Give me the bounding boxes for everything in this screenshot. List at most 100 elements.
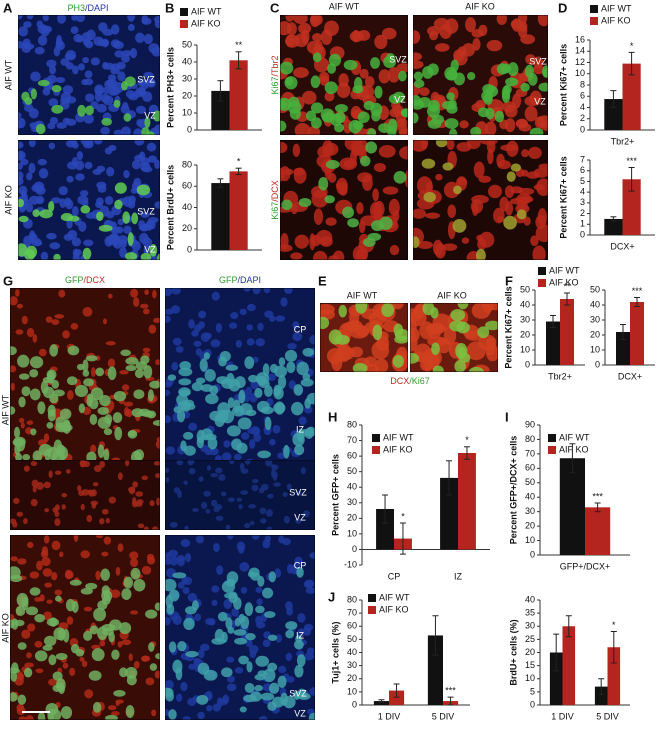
cell-blob — [524, 64, 534, 78]
cell-blob — [145, 131, 156, 135]
cell-blob — [60, 58, 70, 66]
micrograph — [280, 140, 408, 260]
cell-blob — [231, 405, 245, 417]
cell-blob — [355, 248, 368, 260]
cell-blob — [421, 158, 436, 169]
cell-blob — [30, 428, 37, 436]
cell-blob — [54, 470, 62, 475]
stain-part: / — [409, 376, 412, 386]
cell-blob — [381, 27, 397, 40]
x-tick-label: 1 DIV — [551, 711, 574, 721]
bar — [622, 63, 641, 130]
cell-blob — [100, 93, 111, 103]
cell-blob — [176, 554, 186, 562]
cell-blob — [200, 332, 210, 343]
cell-blob — [265, 509, 273, 517]
cell-blob — [28, 140, 36, 148]
cell-blob — [133, 177, 142, 187]
cell-blob — [196, 436, 205, 449]
cell-blob — [21, 629, 31, 639]
cell-blob — [18, 26, 29, 37]
cell-blob — [275, 634, 282, 643]
cell-blob — [10, 556, 18, 562]
cell-blob — [444, 118, 459, 129]
cell-blob — [99, 518, 105, 525]
cell-blob — [304, 623, 314, 631]
y-tick-label: 50 — [347, 634, 357, 644]
cell-blob — [34, 650, 48, 662]
region-label: VZ — [294, 708, 306, 718]
cell-blob — [272, 424, 281, 434]
cell-blob — [268, 571, 277, 583]
cell-blob — [413, 236, 420, 249]
cell-blob — [165, 308, 174, 315]
cell-blob — [537, 208, 547, 226]
cell-blob — [214, 504, 223, 510]
cell-blob — [38, 168, 49, 179]
cell-blob — [419, 87, 430, 96]
cell-blob — [246, 324, 253, 331]
cell-blob — [60, 97, 70, 105]
cell-blob — [72, 248, 80, 258]
bar — [560, 299, 574, 365]
cell-blob — [78, 490, 85, 497]
cell-blob — [93, 465, 102, 473]
cell-blob — [231, 607, 239, 617]
y-tick-label: 70 — [347, 435, 357, 445]
cell-blob — [392, 91, 406, 103]
cell-blob — [58, 186, 68, 196]
cell-blob — [76, 35, 84, 43]
cell-blob — [516, 193, 532, 205]
cell-blob — [413, 30, 421, 44]
cell-blob — [225, 617, 233, 630]
cell-blob — [19, 206, 26, 213]
cell-blob — [225, 364, 239, 371]
cell-blob — [292, 143, 301, 157]
cell-blob — [153, 317, 160, 323]
significance: ** — [563, 281, 571, 291]
cell-blob — [127, 23, 135, 32]
cell-blob — [259, 507, 267, 515]
panel-letter: G — [3, 273, 13, 288]
cell-blob — [28, 230, 36, 242]
cell-blob — [183, 399, 194, 407]
cell-blob — [15, 289, 20, 297]
cell-blob — [319, 236, 333, 247]
y-tick-label: 60 — [182, 181, 192, 191]
bar — [630, 302, 644, 365]
cell-blob — [238, 389, 246, 404]
cell-blob — [102, 61, 109, 70]
y-tick-label: 0 — [187, 244, 192, 254]
cell-blob — [149, 243, 158, 257]
cell-blob — [146, 142, 157, 152]
cell-blob — [218, 474, 226, 481]
cell-blob — [127, 430, 136, 437]
cell-blob — [136, 184, 151, 196]
cell-blob — [537, 15, 548, 27]
cell-blob — [266, 526, 273, 530]
cell-blob — [114, 50, 124, 58]
cell-blob — [280, 166, 291, 182]
legend-swatch — [368, 594, 376, 602]
cell-blob — [257, 670, 268, 677]
bar — [229, 171, 248, 250]
cell-blob — [446, 69, 458, 81]
cell-blob — [100, 568, 110, 581]
cell-blob — [359, 68, 369, 79]
cell-blob — [77, 104, 86, 117]
cell-blob — [239, 706, 247, 713]
cell-blob — [286, 607, 294, 616]
cell-blob — [200, 384, 214, 392]
cell-blob — [282, 491, 288, 497]
cell-blob — [71, 237, 82, 247]
stain-label: Ki67/Tbr2 — [270, 55, 280, 94]
cell-blob — [71, 601, 79, 613]
cell-blob — [45, 316, 53, 323]
cell-blob — [431, 342, 440, 356]
cell-blob — [219, 350, 231, 362]
cell-blob — [383, 55, 397, 69]
cell-blob — [99, 460, 106, 468]
cell-blob — [29, 571, 40, 579]
cell-blob — [79, 656, 85, 662]
cell-blob — [14, 676, 24, 686]
